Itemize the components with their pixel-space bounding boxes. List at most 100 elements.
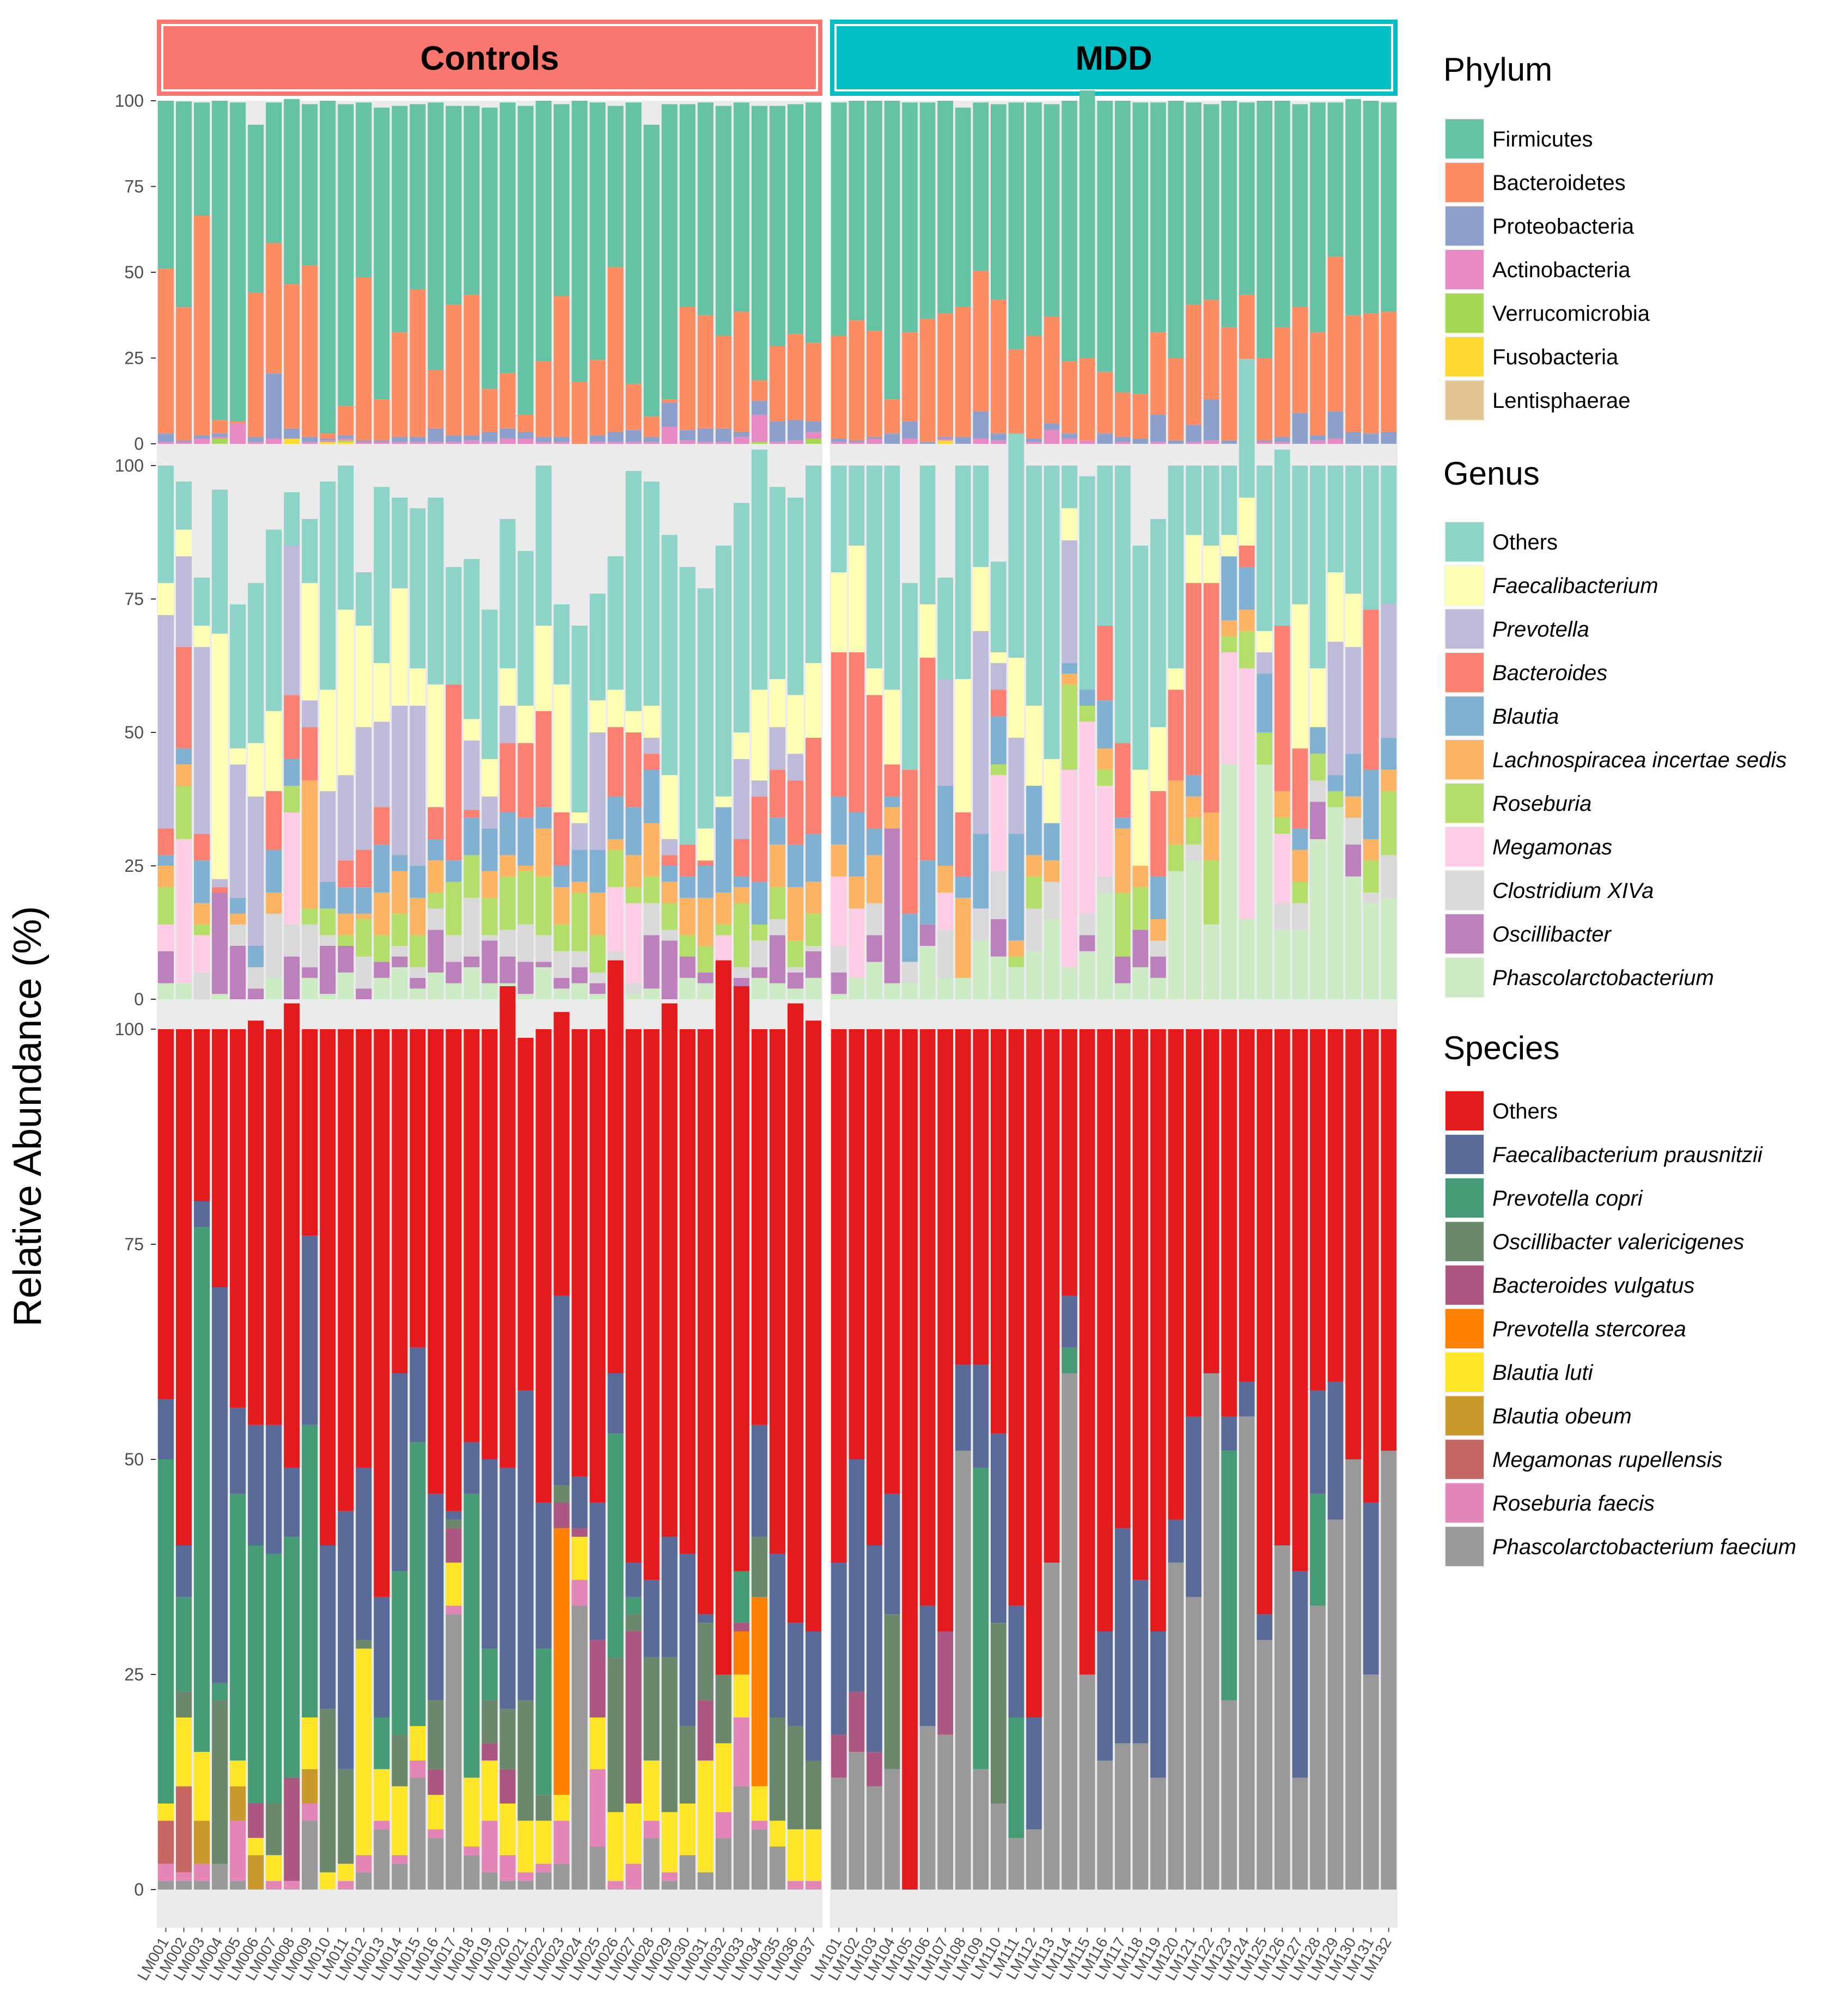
bar-segment-blautia bbox=[535, 807, 552, 829]
bar-segment-faecalibacterium-prausnitzii bbox=[1008, 1605, 1024, 1717]
bar-segment-others bbox=[428, 1029, 444, 1494]
bar-segment-oscillibacter-valericigenes bbox=[428, 1700, 444, 1769]
bar-segment-firmicutes bbox=[805, 102, 822, 343]
bar-phylum-lm113 bbox=[1044, 104, 1060, 444]
bar-segment-firmicutes bbox=[230, 102, 246, 422]
bar-segment-firmicutes bbox=[787, 104, 803, 334]
bar-segment-faecalibacterium-prausnitzii bbox=[697, 1614, 713, 1623]
facet-strip-fill bbox=[830, 20, 1398, 96]
bar-segment-bacteroides bbox=[787, 780, 803, 845]
bar-segment-firmicutes bbox=[991, 104, 1007, 300]
bar-genus-lm008 bbox=[284, 492, 300, 999]
legend-label: Clostridium XIVa bbox=[1492, 879, 1654, 903]
bar-segment-phascolarctobacterium bbox=[338, 973, 354, 999]
bar-segment-blautia bbox=[1114, 817, 1131, 829]
bar-segment-blautia bbox=[867, 828, 882, 855]
bar-segment-bacteroidetes bbox=[867, 331, 882, 437]
bar-segment-actinobacteria bbox=[715, 442, 731, 444]
bar-segment-phascolarctobacterium bbox=[176, 983, 192, 999]
bar-segment-phascolarctobacterium-faecium bbox=[535, 1872, 552, 1890]
bar-segment-blautia-luti bbox=[769, 1820, 785, 1847]
bar-segment-firmicutes bbox=[1221, 101, 1237, 327]
bar-segment-phascolarctobacterium bbox=[374, 977, 390, 999]
bar-phylum-lm012 bbox=[356, 102, 372, 444]
bar-segment-faecalibacterium-prausnitzii bbox=[751, 1425, 767, 1537]
bar-segment-actinobacteria bbox=[625, 442, 642, 444]
bar-segment-actinobacteria bbox=[679, 440, 696, 444]
bar-segment-clostridium-xiva bbox=[805, 946, 822, 951]
bar-segment-faecalibacterium bbox=[481, 759, 498, 797]
bar-segment-roseburia bbox=[769, 887, 785, 919]
bar-segment-phascolarctobacterium-faecium bbox=[867, 1786, 882, 1890]
y-tick-label: 50 bbox=[124, 723, 144, 742]
bar-species-lm036 bbox=[787, 1003, 803, 1890]
bar-genus-lm032 bbox=[715, 546, 731, 999]
bar-segment-roseburia bbox=[1327, 791, 1344, 808]
bar-segment-bacteroides bbox=[1186, 583, 1201, 775]
bar-segment-others bbox=[697, 1029, 713, 1615]
bar-segment-firmicutes bbox=[607, 106, 624, 267]
bar-segment-oscillibacter bbox=[157, 951, 174, 983]
bar-segment-proteobacteria bbox=[338, 435, 354, 439]
bar-segment-phascolarctobacterium-faecium bbox=[1327, 1519, 1344, 1890]
bar-segment-lachnospiracea-incertae-sedis bbox=[194, 903, 210, 925]
legend-key-faecalibacterium bbox=[1446, 566, 1484, 605]
bar-segment-phascolarctobacterium bbox=[867, 962, 882, 999]
bar-segment-roseburia bbox=[499, 876, 516, 930]
bar-segment-faecalibacterium bbox=[266, 711, 282, 791]
bar-segment-phascolarctobacterium-faecium bbox=[499, 1881, 516, 1890]
bar-segment-phascolarctobacterium-faecium bbox=[1203, 1373, 1219, 1890]
bar-segment-phascolarctobacterium bbox=[919, 946, 936, 999]
bar-segment-faecalibacterium bbox=[338, 609, 354, 775]
bar-phylum-lm130 bbox=[1345, 99, 1361, 444]
bar-segment-lachnospiracea-incertae-sedis bbox=[867, 855, 882, 903]
bar-segment-lachnospiracea-incertae-sedis bbox=[517, 866, 534, 871]
bar-segment-prevotella bbox=[499, 706, 516, 743]
bar-segment-bacteroides-vulgatus bbox=[284, 1777, 300, 1881]
bar-phylum-lm018 bbox=[463, 106, 480, 444]
bar-segment-firmicutes bbox=[733, 102, 749, 312]
bar-segment-lachnospiracea-incertae-sedis bbox=[884, 807, 900, 829]
bar-species-lm130 bbox=[1345, 1029, 1361, 1890]
legend-key-lentisphaerae bbox=[1446, 381, 1484, 420]
bar-segment-bacteroides bbox=[446, 684, 462, 861]
bar-segment-others bbox=[973, 1029, 989, 1365]
bar-genus-lm017 bbox=[446, 567, 462, 999]
bar-segment-verrucomicrobia bbox=[805, 438, 822, 444]
bar-segment-firmicutes bbox=[212, 101, 228, 420]
bar-segment-others bbox=[919, 1029, 936, 1606]
bar-segment-prevotella bbox=[176, 556, 192, 647]
bar-species-lm108 bbox=[955, 1029, 971, 1890]
bar-segment-blautia bbox=[1363, 769, 1379, 839]
bar-segment-proteobacteria bbox=[1186, 425, 1201, 442]
bar-segment-oscillibacter bbox=[1150, 956, 1166, 978]
bar-segment-faecalibacterium-prausnitzii bbox=[248, 1425, 264, 1545]
bar-segment-others bbox=[157, 466, 174, 583]
bar-segment-phascolarctobacterium-faecium bbox=[1292, 1777, 1308, 1890]
bar-segment-fusobacteria bbox=[338, 442, 354, 444]
bar-segment-oscillibacter-valericigenes bbox=[661, 1657, 678, 1812]
bar-genus-lm003 bbox=[194, 577, 210, 999]
facet-strip-fill bbox=[157, 20, 822, 96]
bar-segment-others bbox=[212, 490, 228, 634]
bar-species-lm116 bbox=[1097, 1029, 1113, 1890]
bar-segment-megamonas bbox=[1239, 668, 1255, 919]
bar-segment-proteobacteria bbox=[410, 437, 426, 442]
bar-segment-bacteroides bbox=[849, 652, 865, 812]
legend-label: Lachnospiracea incertae sedis bbox=[1492, 748, 1786, 772]
bar-segment-clostridium-xiva bbox=[320, 935, 336, 946]
bar-segment-clostridium-xiva bbox=[867, 903, 882, 936]
bar-segment-others bbox=[230, 604, 246, 749]
bar-segment-bacteroidetes bbox=[553, 296, 570, 437]
bar-species-lm017 bbox=[446, 1029, 462, 1890]
bar-segment-megamonas bbox=[625, 903, 642, 983]
bar-segment-clostridium-xiva bbox=[1345, 817, 1361, 845]
legend-species: Species Others Faecalibacterium prausnitzi… bbox=[1443, 1030, 1796, 1567]
bar-segment-faecalibacterium bbox=[374, 663, 390, 722]
bar-segment-megamonas bbox=[1221, 652, 1237, 765]
bar-segment-prevotella-stercorea bbox=[553, 1528, 570, 1795]
facet-strip-controls: Controls bbox=[157, 20, 822, 96]
bar-segment-oscillibacter bbox=[805, 951, 822, 978]
bar-segment-lachnospiracea-incertae-sedis bbox=[571, 882, 588, 893]
bar-genus-lm117 bbox=[1114, 466, 1131, 999]
